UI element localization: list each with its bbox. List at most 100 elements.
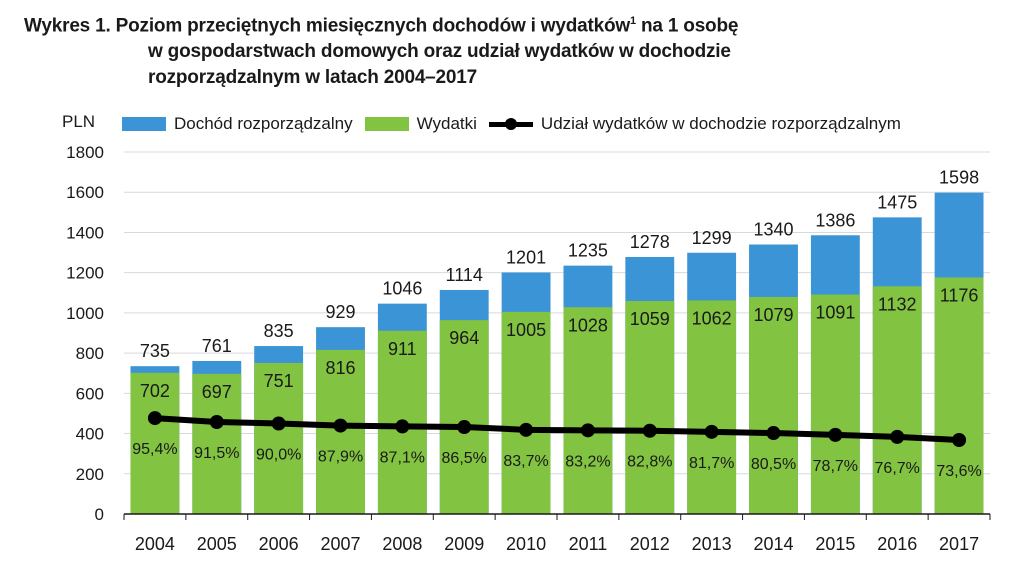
share-point [766,426,781,441]
title-footnote-mark: 1 [629,15,636,27]
share-point [952,432,967,447]
data-label-income: 929 [325,302,355,322]
x-tick-label: 2015 [815,534,855,554]
data-label-share: 80,5% [751,456,796,473]
title-line3: rozporządzalnym w latach 2004–2017 [148,67,478,89]
data-label-expenses: 1028 [568,315,608,335]
legend: Dochód rozporządzalny Wydatki Udział wyd… [122,114,905,134]
data-label-expenses: 1062 [692,308,732,328]
title-line1-prefix: Wykres 1. Poziom przeciętnych miesięczny… [24,15,630,37]
data-label-expenses: 1132 [878,294,917,314]
y-tick-label: 1000 [66,304,104,323]
data-label-income: 1299 [692,228,732,248]
x-tick-label: 2011 [569,534,608,554]
data-label-share: 83,7% [503,453,548,470]
data-label-income: 1340 [753,220,793,240]
data-label-share: 91,5% [194,445,239,462]
data-label-income: 1475 [877,192,917,212]
data-label-share: 86,5% [442,450,487,467]
share-point [395,419,410,434]
bar-expenses [439,320,489,514]
data-label-share: 73,6% [936,463,981,480]
legend-label-income: Dochód rozporządzalny [174,114,353,133]
share-point [333,418,348,433]
bar-expenses [192,373,242,514]
data-label-expenses: 702 [140,381,170,401]
data-label-income: 1201 [506,247,546,267]
x-tick-label: 2014 [753,534,793,554]
share-point [890,429,905,444]
y-axis-unit: PLN [62,112,96,131]
chart-title: Wykres 1. Poziom przeciętnych miesięczny… [24,8,738,91]
data-label-expenses: 911 [388,339,417,359]
share-point [580,423,595,438]
legend-swatch-income [122,117,166,131]
legend-label-share: Udział wydatków w dochodzie rozporządzal… [540,114,901,133]
data-label-income: 1278 [630,232,670,252]
y-tick-label: 400 [76,425,104,444]
bar-expenses [501,311,551,514]
legend-item-income: Dochód rozporządzalny [122,114,353,134]
data-label-expenses: 697 [202,382,232,402]
data-label-share: 87,1% [380,449,425,466]
x-tick-label: 2004 [135,534,175,554]
x-tick-label: 2013 [692,534,732,554]
data-label-share: 81,7% [689,455,734,472]
bar-expenses [934,277,984,514]
data-label-expenses: 1091 [815,303,855,323]
data-label-income: 761 [202,336,232,356]
data-label-expenses: 1079 [753,305,793,325]
y-tick-label: 200 [76,465,104,484]
data-label-share: 87,9% [318,449,363,466]
x-tick-label: 2010 [506,534,546,554]
data-label-income: 1114 [446,265,483,285]
y-tick-label: 1400 [66,223,104,242]
data-label-expenses: 1059 [630,309,670,329]
y-tick-label: 800 [76,344,104,363]
data-label-share: 76,7% [875,460,920,477]
y-tick-label: 1600 [66,183,104,202]
data-label-expenses: 1176 [940,285,979,305]
bar-expenses [749,297,798,514]
bar-expenses [687,300,737,514]
x-tick-label: 2007 [320,534,360,554]
y-tick-label: 1800 [66,143,104,162]
x-tick-label: 2006 [259,534,299,554]
share-point [828,427,843,442]
legend-swatch-expenses [364,117,409,131]
bar-expenses [810,294,860,514]
share-point [209,414,224,429]
legend-item-share: Udział wydatków w dochodzie rozporządzal… [488,114,901,134]
x-tick-label: 2012 [630,534,670,554]
share-point [642,423,657,438]
bar-expenses [254,362,304,514]
data-label-income: 735 [140,341,170,361]
x-tick-label: 2016 [877,534,917,554]
share-point [147,411,162,426]
legend-swatch-share [488,117,533,130]
y-tick-label: 600 [76,384,104,403]
data-label-share: 82,8% [627,454,672,471]
data-label-share: 83,2% [565,453,610,470]
data-label-income: 835 [264,321,294,341]
bar-expenses [625,301,675,514]
data-label-share: 90,0% [256,447,301,464]
data-label-share: 78,7% [813,458,858,475]
bar-expenses [563,307,613,514]
share-point [457,420,472,435]
x-tick-label: 2017 [939,534,979,554]
data-label-expenses: 751 [264,371,294,391]
share-point [704,424,719,439]
share-line [154,415,960,443]
bar-expenses [872,286,922,514]
data-label-expenses: 1005 [506,320,546,340]
legend-item-expenses: Wydatki [364,114,477,134]
x-tick-label: 2008 [382,534,422,554]
share-point [271,416,286,431]
data-label-income: 1235 [568,241,608,261]
legend-label-expenses: Wydatki [416,114,477,133]
y-tick-label: 1200 [66,264,104,283]
data-label-expenses: 816 [325,358,355,378]
x-tick-label: 2005 [197,534,237,554]
